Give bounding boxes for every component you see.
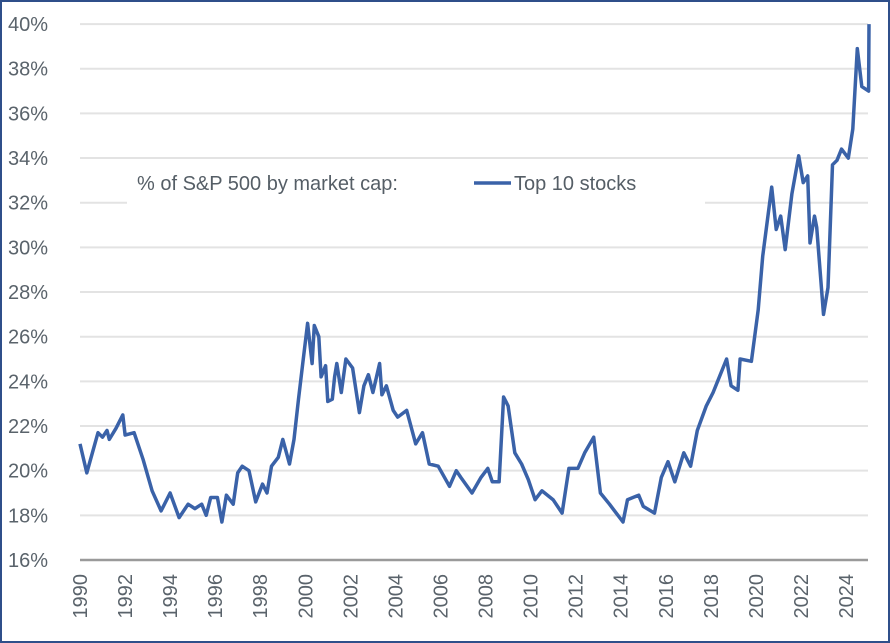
y-tick-label: 38%: [8, 59, 48, 81]
y-tick-label: 30%: [8, 237, 48, 259]
y-tick-label: 36%: [8, 103, 48, 125]
x-tick-label: 2010: [521, 574, 543, 619]
y-tick-label: 32%: [8, 193, 48, 215]
y-tick-label: 40%: [8, 14, 48, 36]
x-tick-label: 2006: [430, 574, 452, 619]
series-group: [78, 24, 871, 524]
y-tick-label: 24%: [8, 371, 48, 393]
x-tick-label: 2004: [385, 574, 407, 619]
y-tick-label: 16%: [8, 550, 48, 572]
x-tick-label: 1992: [115, 574, 137, 619]
x-tick-label: 2002: [340, 574, 362, 619]
y-tick-label: 20%: [8, 461, 48, 483]
y-tick-label: 28%: [8, 282, 48, 304]
legend: % of S&P 500 by market cap: Top 10 stock…: [137, 173, 636, 195]
series-line-top-10-stocks: [78, 24, 871, 524]
x-tick-label: 2022: [791, 574, 813, 619]
x-tick-label: 1990: [70, 574, 92, 619]
y-tick-label: 26%: [8, 327, 48, 349]
x-tick-label: 1998: [250, 574, 272, 619]
x-tick-label: 2014: [611, 574, 633, 619]
y-tick-label: 18%: [8, 505, 48, 527]
x-tick-label: 2012: [566, 574, 588, 619]
x-tick-label: 2020: [746, 574, 768, 619]
x-tick-label: 2016: [656, 574, 678, 619]
x-tick-label: 2000: [295, 574, 317, 619]
legend-title: % of S&P 500 by market cap:: [137, 173, 398, 195]
x-tick-label: 2008: [476, 574, 498, 619]
x-axis-ticks: 1990 1992 1994 1996 1998 2000 2002 2004 2006 2008…: [70, 574, 858, 619]
y-tick-label: 22%: [8, 416, 48, 438]
x-tick-label: 1996: [205, 574, 227, 619]
x-tick-label: 2024: [836, 574, 858, 619]
y-axis-ticks: 16% 18% 20% 22% 24% 26% 28% 30% 32% 34% 36% 38% 40%: [8, 14, 48, 572]
legend-label-top-10: Top 10 stocks: [514, 173, 636, 195]
x-tick-label: 2018: [701, 574, 723, 619]
gridlines: [80, 23, 868, 562]
legend-background: [127, 160, 705, 212]
y-tick-label: 34%: [8, 148, 48, 170]
x-tick-label: 1994: [160, 574, 182, 619]
